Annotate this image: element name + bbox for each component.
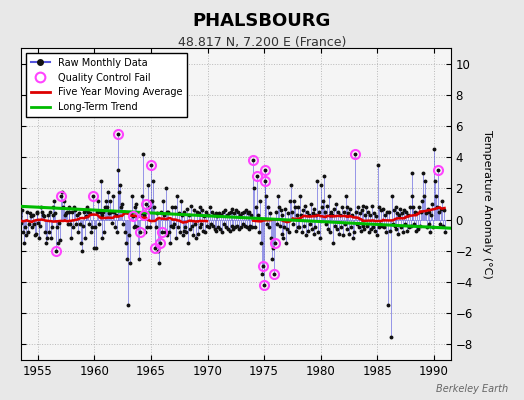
Y-axis label: Temperature Anomaly (°C): Temperature Anomaly (°C)	[482, 130, 493, 278]
Legend: Raw Monthly Data, Quality Control Fail, Five Year Moving Average, Long-Term Tren: Raw Monthly Data, Quality Control Fail, …	[26, 53, 187, 117]
Text: PHALSBOURG: PHALSBOURG	[193, 12, 331, 30]
Text: Berkeley Earth: Berkeley Earth	[436, 384, 508, 394]
Text: 48.817 N, 7.200 E (France): 48.817 N, 7.200 E (France)	[178, 36, 346, 49]
